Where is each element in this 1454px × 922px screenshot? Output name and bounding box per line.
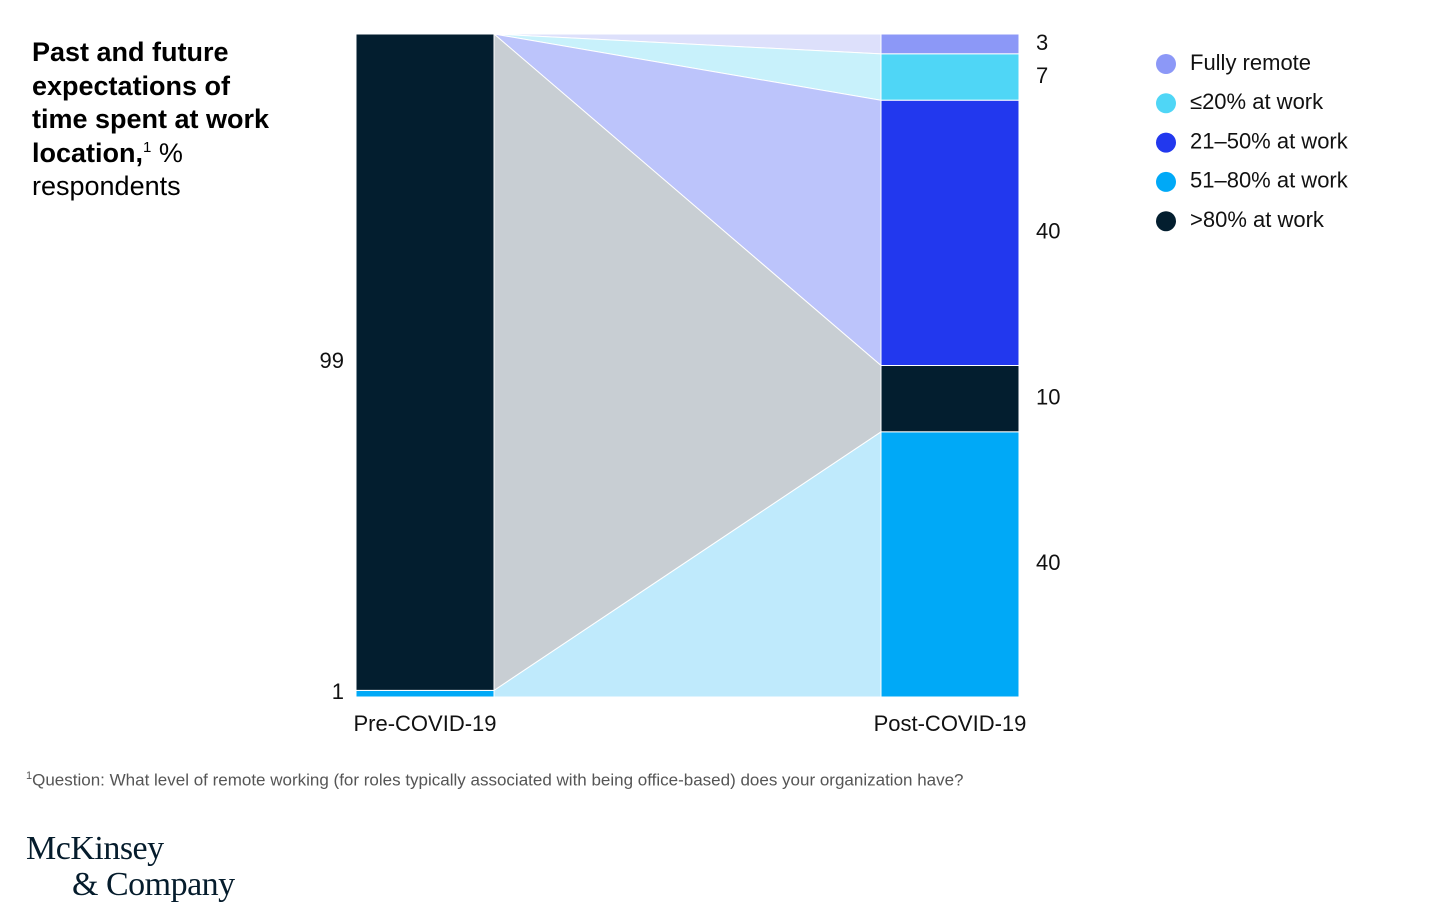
bar-segment: [355, 689, 495, 698]
bar-segment: [880, 99, 1020, 367]
value-label: 3: [1036, 30, 1048, 55]
legend-marker: [1156, 132, 1176, 153]
legend-label: ≤20% at work: [1190, 89, 1324, 114]
legend-label: 51–80% at work: [1190, 168, 1349, 193]
legend-marker: [1156, 93, 1176, 114]
legend-marker: [1156, 171, 1176, 192]
value-label: 40: [1036, 219, 1060, 244]
legend-marker: [1156, 211, 1176, 232]
bar-segment: [880, 33, 1020, 55]
chart: 3 7 40 1 40 99 10 Pre-COVID-19 Post-COVID-19 Full…: [320, 30, 1349, 736]
value-label: 40: [1036, 550, 1060, 575]
x-tick-label: Post-COVID-19: [874, 711, 1027, 736]
footnote: 1Question: What level of remote working …: [26, 770, 964, 791]
bar-segment: [880, 431, 1020, 698]
legend-label: Fully remote: [1190, 50, 1311, 75]
bar-segment: [880, 53, 1020, 101]
legend-marker: [1156, 54, 1176, 74]
title-note: 1: [143, 138, 152, 156]
legend-label: >80% at work: [1190, 207, 1325, 232]
bar-segment: [355, 33, 495, 691]
value-label: 10: [1036, 384, 1060, 409]
value-label: 1: [332, 679, 344, 704]
value-label: 99: [320, 348, 344, 373]
footnote-text: Question: What level of remote working (…: [32, 770, 964, 790]
value-label: 7: [1036, 63, 1048, 88]
x-tick-label: Pre-COVID-19: [353, 711, 496, 736]
logo-line: & Company: [72, 866, 235, 903]
bar-segment: [880, 365, 1020, 433]
chart-subtitle: % respondents: [32, 137, 183, 202]
legend-label: 21–50% at work: [1190, 128, 1349, 153]
chart-title: Past and future expectations of time spe…: [32, 37, 270, 168]
logo-line: McKinsey: [26, 830, 164, 867]
chart-title-block: Past and future expectations of time spe…: [32, 36, 272, 204]
footnote-mark: 1: [26, 770, 33, 782]
